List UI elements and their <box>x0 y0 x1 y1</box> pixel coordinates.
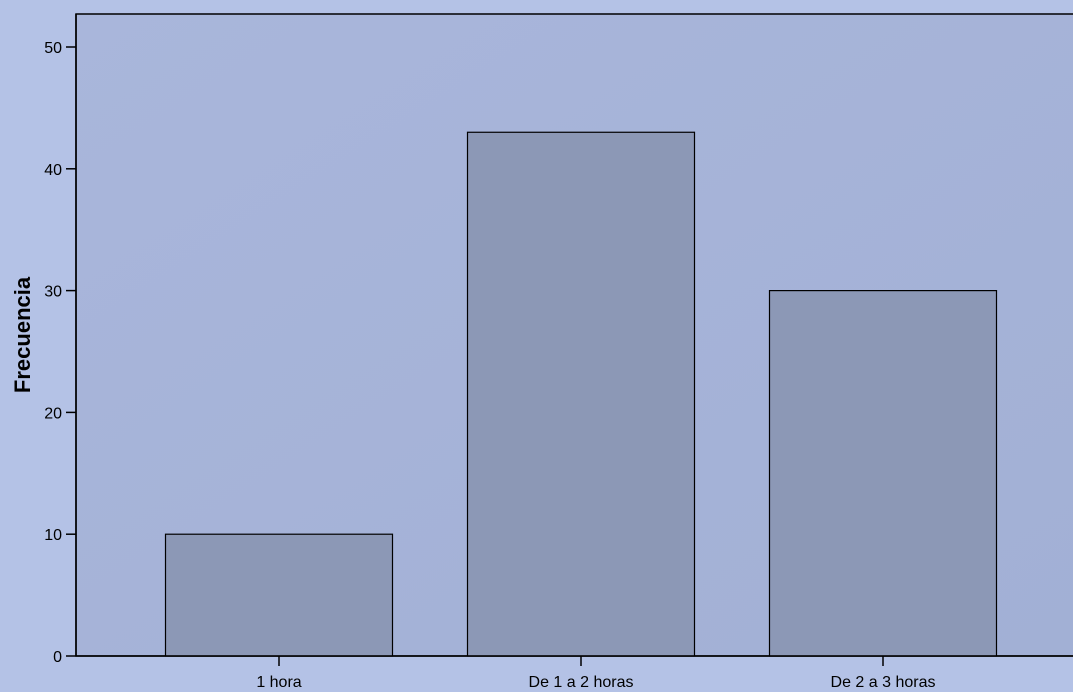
x-tick-label: 1 hora <box>256 674 301 691</box>
bar <box>768 290 998 657</box>
x-tick-label: De 2 a 3 horas <box>831 674 936 691</box>
y-axis-title: Frecuencia <box>10 276 35 393</box>
y-axis: 0 10 20 30 40 50 <box>44 14 77 666</box>
x-tick-label: De 1 a 2 horas <box>529 674 634 691</box>
bar <box>164 533 394 657</box>
bar <box>466 131 696 657</box>
bars-group <box>164 131 998 657</box>
x-axis: 1 hora De 1 a 2 horas De 2 a 3 horas <box>76 655 1073 691</box>
y-tick-label: 0 <box>53 649 62 666</box>
y-tick-label: 50 <box>44 40 62 57</box>
y-tick-label: 30 <box>44 284 62 301</box>
y-tick-label: 20 <box>44 405 62 422</box>
y-tick-label: 10 <box>44 527 62 544</box>
y-tick-label: 40 <box>44 162 62 179</box>
